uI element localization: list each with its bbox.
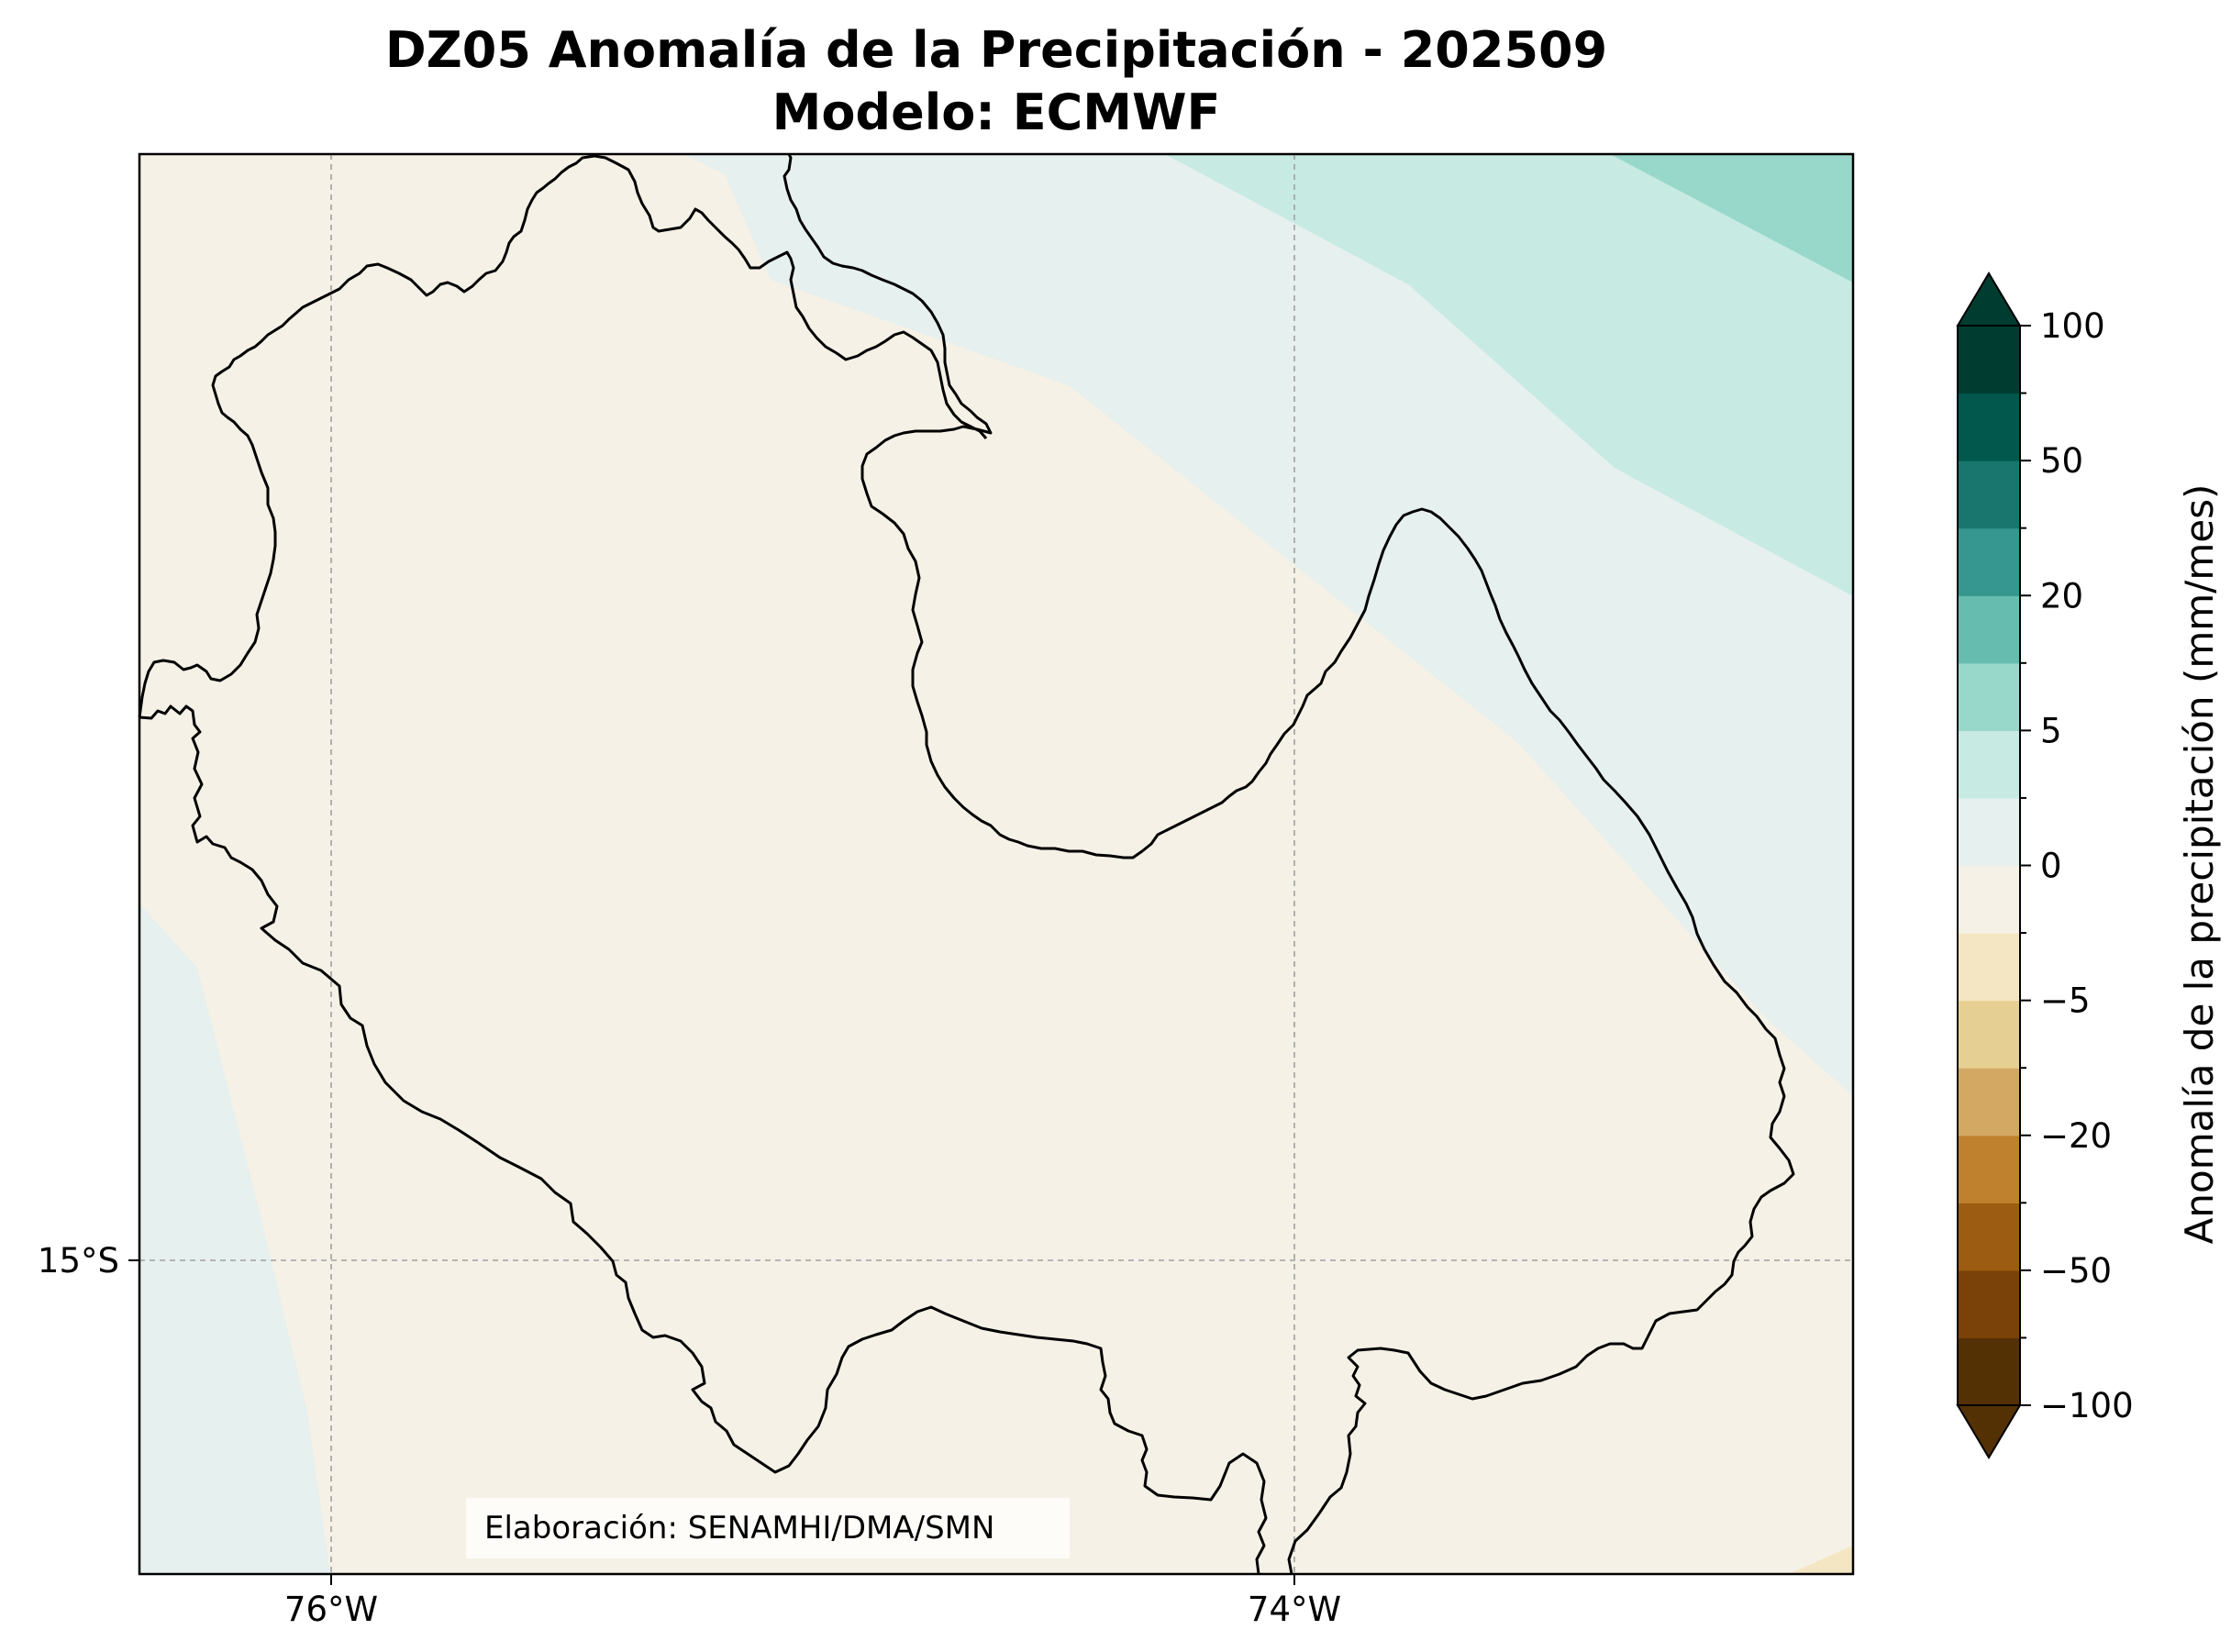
colorbar-segment	[1958, 662, 2020, 731]
colorbar-label: Anomalía de la precipitación (mm/mes)	[2177, 484, 2222, 1245]
colorbar-extend-min	[1956, 1404, 2022, 1459]
map-frame	[138, 152, 1855, 1576]
lon-tick-label-76w: 76°W	[284, 1590, 378, 1629]
gridlines	[139, 154, 1853, 1574]
colorbar-tick-label: 0	[2040, 847, 2062, 886]
chart-title: DZ05 Anomalía de la Precipitación - 2025…	[384, 21, 1608, 79]
colorbar-tick-label: −5	[2040, 981, 2091, 1021]
field-near-zero-wet-southwest	[139, 904, 330, 1574]
colorbar-segment	[1958, 1269, 2020, 1339]
credit-text: Elaboración: SENAMHI/DMA/SMN	[484, 1510, 994, 1547]
colorbar-segment	[1958, 460, 2020, 529]
colorbar-segment	[1958, 1068, 2020, 1136]
field-dry-light	[1789, 1546, 1853, 1574]
lat-tick-label-15s: 15°S	[38, 1241, 119, 1281]
colorbar-extend-max	[1956, 272, 2022, 327]
chart-subtitle: Modelo: ECMWF	[771, 83, 1221, 141]
colorbar-segment	[1958, 527, 2020, 596]
colorbar-segment	[1958, 933, 2020, 1002]
field-wet-medium	[1610, 154, 1853, 283]
colorbar-segment	[1958, 1000, 2020, 1069]
colorbar-tick-label: 20	[2040, 576, 2083, 615]
colorbar-segment	[1958, 730, 2020, 799]
colorbar-segment	[1958, 326, 2020, 394]
colorbar-tick-label: −100	[2040, 1386, 2134, 1425]
credit-box: Elaboración: SENAMHI/DMA/SMN	[466, 1498, 1070, 1558]
colorbar-segment	[1958, 1135, 2020, 1203]
colorbar-segment	[1958, 1337, 2020, 1406]
anomaly-field	[139, 154, 1853, 1574]
colorbar-segment	[1958, 393, 2020, 461]
lon-tick-label-74w: 74°W	[1248, 1590, 1341, 1629]
colorbar-segment	[1958, 1203, 2020, 1271]
colorbar-tick-label: −50	[2040, 1251, 2112, 1291]
colorbar-tick-label: 5	[2040, 711, 2062, 750]
colorbar-segment	[1958, 865, 2020, 934]
colorbar-tick-label: 100	[2040, 306, 2105, 346]
field-wet-light	[1165, 154, 1853, 596]
colorbar-segment	[1958, 595, 2020, 664]
colorbar-tick-label: −20	[2040, 1116, 2112, 1156]
axis-ticks	[128, 1259, 1295, 1585]
region-boundary	[138, 153, 1795, 1575]
colorbar-tick-label: 50	[2040, 441, 2083, 481]
colorbar-segment	[1958, 797, 2020, 867]
